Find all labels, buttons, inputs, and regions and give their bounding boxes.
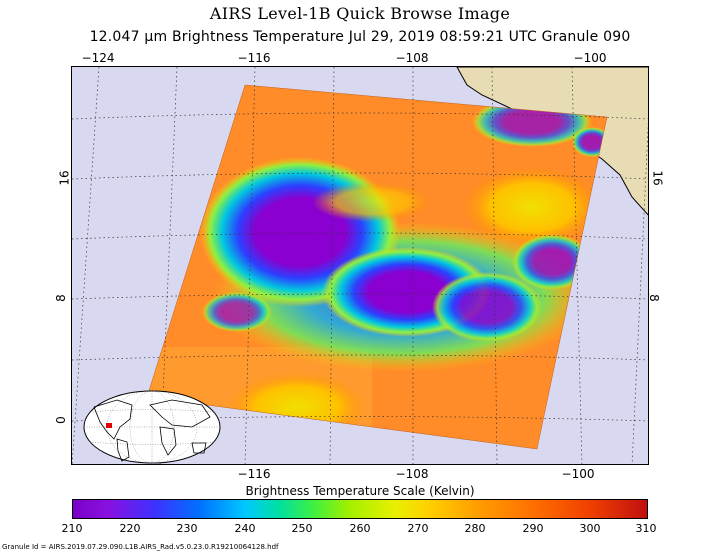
colorbar <box>72 499 648 519</box>
lon-tick-top: −124 <box>81 51 115 65</box>
colorbar-label: 250 <box>291 522 313 535</box>
colorbar-label: 290 <box>522 522 544 535</box>
lon-tick-top: −100 <box>573 51 607 65</box>
map-svg <box>72 67 648 464</box>
page-subtitle: 12.047 µm Brightness Temperature Jul 29,… <box>89 29 631 45</box>
graticule <box>72 67 648 464</box>
colorbar-label: 270 <box>407 522 429 535</box>
page-title: AIRS Level-1B Quick Browse Image <box>209 4 511 23</box>
lon-tick-bottom: −100 <box>561 467 595 481</box>
colorbar-label: 210 <box>61 522 83 535</box>
colorbar-label: 280 <box>464 522 486 535</box>
colorbar-label: 240 <box>234 522 256 535</box>
colorbar-label: 300 <box>579 522 601 535</box>
lon-tick-top: −116 <box>237 51 271 65</box>
lat-tick-left: 16 <box>57 170 72 186</box>
lon-tick-bottom: −108 <box>395 467 429 481</box>
colorbar-label: 230 <box>176 522 198 535</box>
lon-tick-bottom: −116 <box>237 467 271 481</box>
map-panel <box>71 66 649 465</box>
lat-tick-left: 8 <box>53 294 68 302</box>
colorbar-title: Brightness Temperature Scale (Kelvin) <box>245 484 475 498</box>
colorbar-label: 260 <box>349 522 371 535</box>
colorbar-label: 220 <box>119 522 141 535</box>
lon-tick-top: −108 <box>395 51 429 65</box>
inset-globe <box>83 390 221 464</box>
lat-tick-right: 16 <box>650 170 665 186</box>
lat-tick-left: 0 <box>53 416 68 424</box>
granule-id: Granule Id = AIRS.2019.07.29.090.L1B.AIR… <box>2 543 279 551</box>
colorbar-label: 310 <box>635 522 657 535</box>
